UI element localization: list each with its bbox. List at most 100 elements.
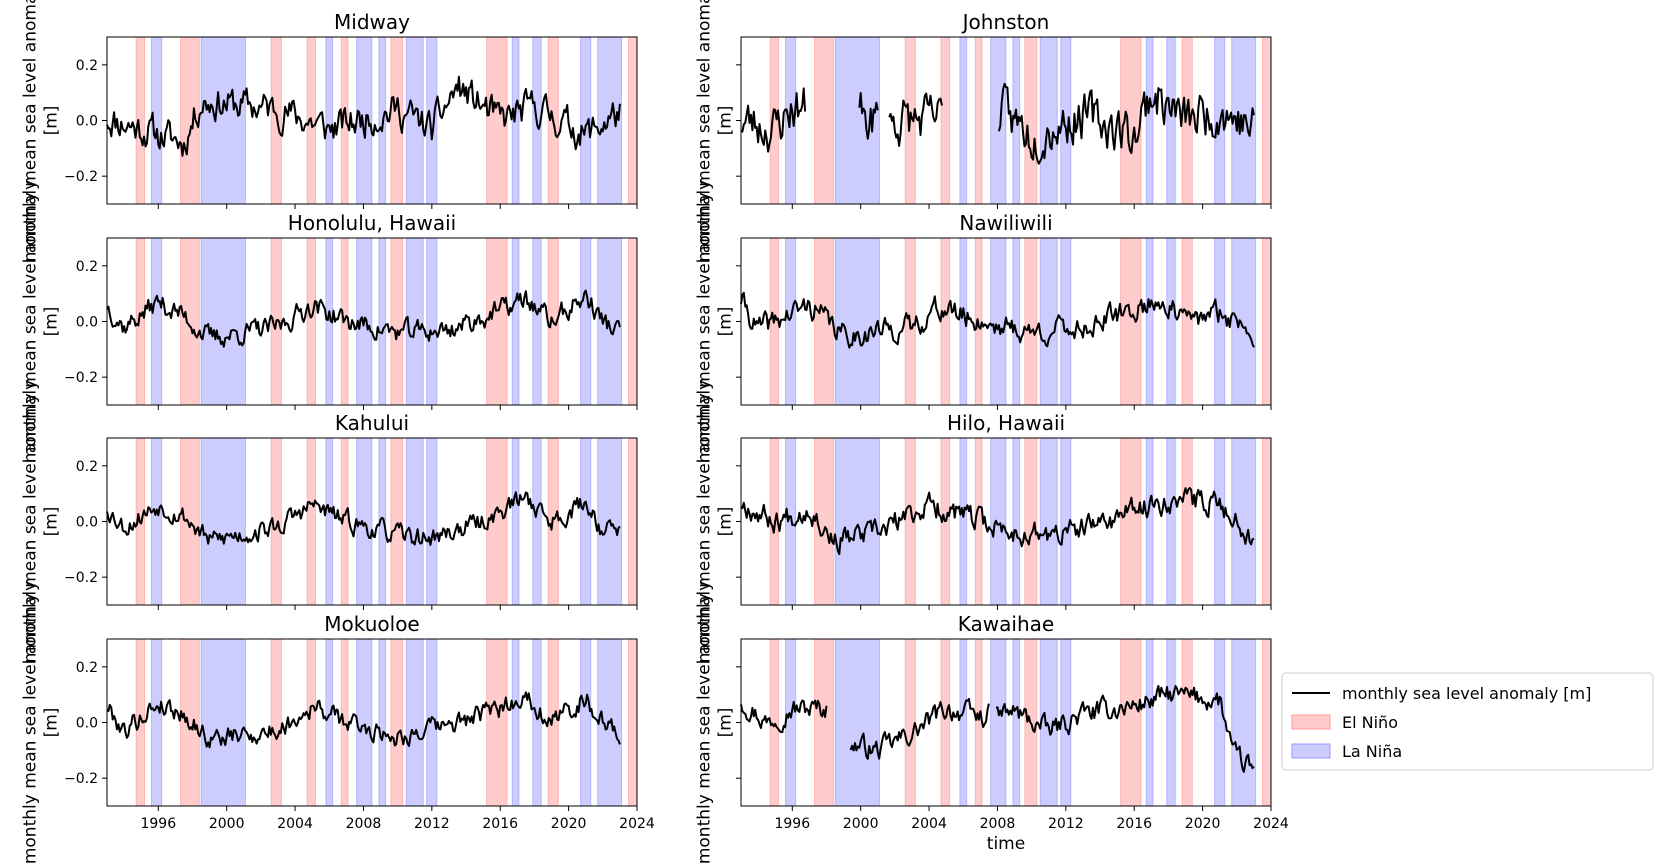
el-nino-band <box>1261 638 1272 807</box>
x-tick-label: 2012 <box>1048 816 1084 832</box>
la-nina-band <box>959 638 968 807</box>
la-nina-band <box>1231 237 1257 406</box>
la-nina-band <box>532 237 542 406</box>
x-tick-label: 2024 <box>1253 816 1289 832</box>
panel-honolulu-hawaii: Honolulu, Hawaii −0.2 0.0 0.2 monthly mean s… <box>20 180 638 463</box>
la-nina-band <box>200 36 246 205</box>
x-axis-label: time <box>987 834 1025 854</box>
panel-title: Honolulu, Hawaii <box>288 211 456 235</box>
el-nino-band <box>306 638 317 807</box>
panel-midway: Midway −0.2 0.0 0.2 monthly mean sea level a… <box>20 0 638 262</box>
el-nino-band <box>974 638 983 807</box>
la-nina-band <box>1214 437 1226 606</box>
la-nina-band <box>200 437 246 606</box>
el-nino-band <box>1261 237 1272 406</box>
la-nina-band <box>834 638 880 807</box>
y-tick-label: 0.0 <box>76 716 98 732</box>
el-nino-band <box>1261 437 1272 606</box>
la-nina-band <box>1012 638 1021 807</box>
series-line-honolulu-hawaii <box>106 289 621 348</box>
x-tick-label: 2004 <box>911 816 947 832</box>
el-nino-band <box>270 36 282 205</box>
el-nino-band <box>180 638 200 807</box>
la-nina-band <box>834 237 880 406</box>
la-nina-band <box>511 437 520 606</box>
el-nino-band <box>390 237 404 406</box>
la-nina-band <box>511 237 520 406</box>
x-tick-label: 2020 <box>1185 816 1221 832</box>
la-nina-band <box>200 638 246 807</box>
la-nina-band <box>990 437 1007 606</box>
panel-title: Nawiliwili <box>959 211 1052 235</box>
la-nina-band <box>990 36 1007 205</box>
panel-title: Hilo, Hawaii <box>947 411 1065 435</box>
y-axis-label: monthly mean sea level anomaly[m] <box>20 180 61 463</box>
la-nina-band <box>356 36 373 205</box>
y-axis-label: monthly mean sea level anomaly[m] <box>694 180 735 463</box>
panel-hilo-hawaii: Hilo, Hawaii monthly mean sea level anoma… <box>694 380 1272 663</box>
la-nina-band <box>784 437 797 606</box>
panel-title: Midway <box>334 10 410 34</box>
la-nina-band <box>1039 437 1058 606</box>
la-nina-band <box>1145 237 1154 406</box>
la-nina-band <box>1060 638 1072 807</box>
el-nino-band <box>1120 638 1142 807</box>
la-nina-band <box>580 437 592 606</box>
el-nino-band <box>940 36 951 205</box>
y-tick-label: −0.2 <box>64 370 98 386</box>
series-line-kawaihae <box>740 685 1255 773</box>
la-nina-band <box>150 237 163 406</box>
y-tick-label: 0.0 <box>76 315 98 331</box>
el-nino-band <box>1024 437 1038 606</box>
x-tick-label: 2008 <box>980 816 1016 832</box>
la-nina-band <box>990 237 1007 406</box>
la-nina-band <box>1231 638 1257 807</box>
la-nina-band <box>784 638 797 807</box>
el-nino-band <box>306 437 317 606</box>
la-nina-band <box>580 237 592 406</box>
el-nino-band <box>270 638 282 807</box>
el-nino-band <box>974 36 983 205</box>
panel-title: Johnston <box>961 10 1050 34</box>
la-nina-band <box>1231 437 1257 606</box>
el-nino-band <box>1024 237 1038 406</box>
panel-kahului: Kahului −0.2 0.0 0.2 monthly mean sea level … <box>20 380 638 663</box>
y-tick-label: −0.2 <box>64 771 98 787</box>
y-tick-label: 0.0 <box>76 114 98 130</box>
la-nina-band <box>1039 237 1058 406</box>
la-nina-band <box>1166 638 1176 807</box>
el-nino-band <box>814 638 834 807</box>
la-nina-band <box>325 638 334 807</box>
y-axis-label: monthly mean sea level anomaly[m] <box>694 0 735 262</box>
series-line-hilo-hawaii <box>740 487 1255 556</box>
la-nina-band <box>426 237 438 406</box>
el-nino-band <box>769 36 780 205</box>
la-nina-band <box>426 36 438 205</box>
la-nina-band <box>1166 437 1176 606</box>
el-nino-band <box>486 638 508 807</box>
series-line-midway <box>106 75 621 157</box>
legend-label: La Niña <box>1342 742 1402 761</box>
el-nino-band <box>1181 237 1193 406</box>
la-nina-band <box>1166 237 1176 406</box>
panel-johnston: Johnston monthly mean sea level anomaly[m… <box>694 0 1272 262</box>
la-nina-band <box>959 437 968 606</box>
la-nina-band <box>1012 237 1021 406</box>
el-nino-band <box>390 36 404 205</box>
el-nino-band <box>306 237 317 406</box>
la-nina-band <box>325 36 334 205</box>
el-nino-band <box>486 237 508 406</box>
x-tick-label: 2024 <box>619 816 655 832</box>
el-nino-band <box>135 237 146 406</box>
la-nina-band <box>959 36 968 205</box>
legend: monthly sea level anomaly [m] El Niño La N… <box>1281 672 1654 771</box>
y-tick-label: 0.2 <box>76 660 98 676</box>
x-tick-label: 2008 <box>346 816 382 832</box>
el-nino-band <box>390 638 404 807</box>
la-nina-band <box>1166 36 1176 205</box>
la-nina-band <box>1145 36 1154 205</box>
el-nino-band <box>486 437 508 606</box>
el-nino-band <box>1120 237 1142 406</box>
x-tick-label: 1996 <box>140 816 176 832</box>
